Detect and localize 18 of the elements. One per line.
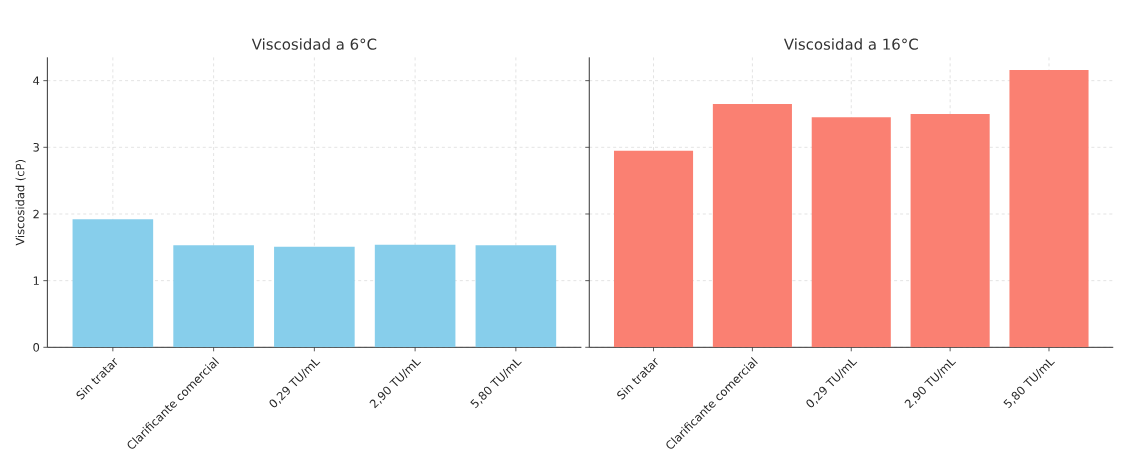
bar	[613, 150, 694, 348]
y-tick-label: 2	[33, 209, 39, 219]
y-tick-label: 4	[33, 76, 40, 85]
bar	[910, 113, 990, 348]
bar	[475, 245, 557, 348]
y-tick-label: 1	[33, 276, 39, 285]
y-axis-title: Viscosidad (cP)	[15, 160, 26, 246]
bar	[712, 103, 792, 348]
bar	[811, 117, 891, 348]
chart-title: Viscosidad a 16°C	[783, 38, 918, 50]
chart-title: Viscosidad a 6°C	[251, 38, 377, 50]
y-tick-label: 3	[33, 142, 39, 152]
bar	[274, 246, 355, 348]
bar	[72, 219, 154, 348]
y-tick-label: 0	[33, 342, 40, 352]
bar	[173, 245, 254, 348]
bar	[1009, 69, 1089, 348]
bar	[374, 244, 456, 348]
